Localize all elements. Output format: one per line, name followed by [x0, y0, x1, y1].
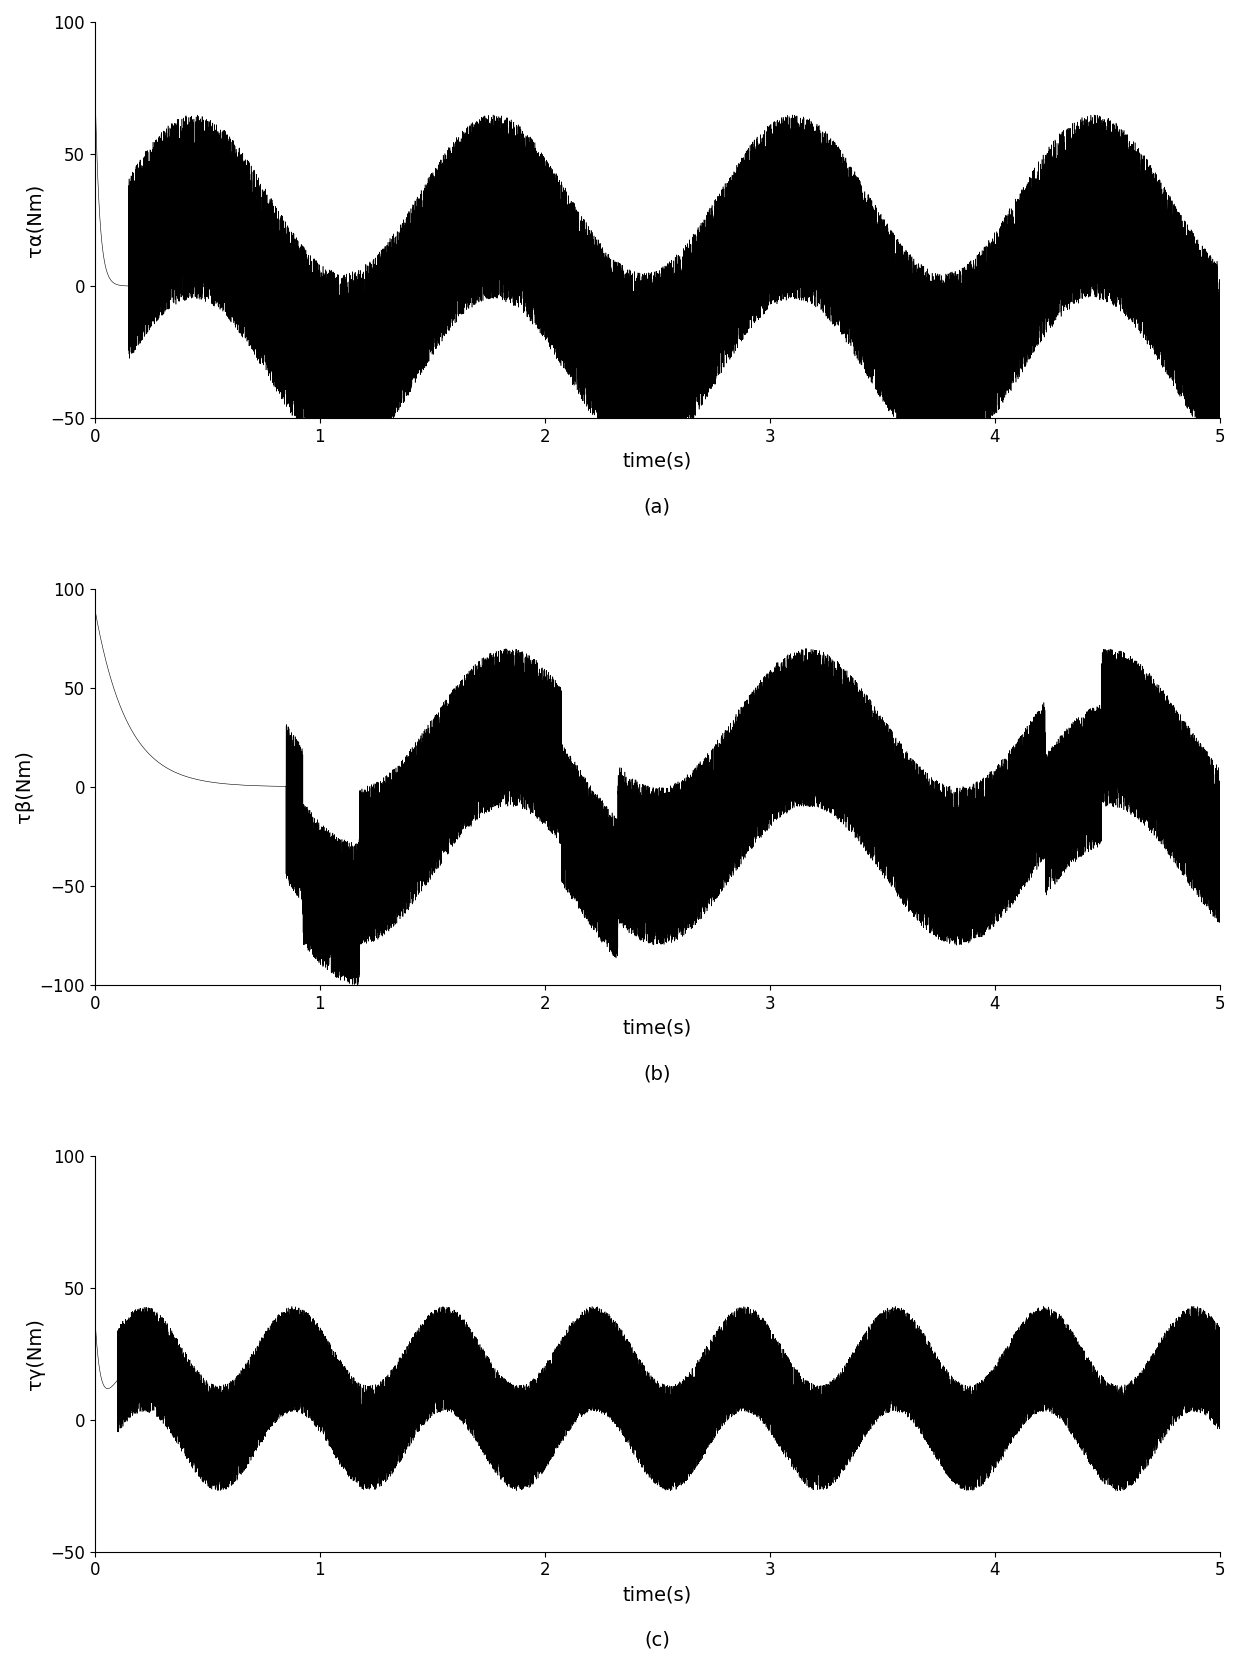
X-axis label: time(s): time(s) [622, 452, 692, 470]
Text: (a): (a) [644, 497, 671, 517]
X-axis label: time(s): time(s) [622, 1018, 692, 1036]
Y-axis label: τγ(Nm): τγ(Nm) [26, 1317, 45, 1390]
Y-axis label: τβ(Nm): τβ(Nm) [15, 751, 33, 824]
Y-axis label: τα(Nm): τα(Nm) [26, 183, 45, 257]
Text: (c): (c) [645, 1631, 670, 1649]
Text: (b): (b) [644, 1065, 671, 1083]
X-axis label: time(s): time(s) [622, 1585, 692, 1605]
